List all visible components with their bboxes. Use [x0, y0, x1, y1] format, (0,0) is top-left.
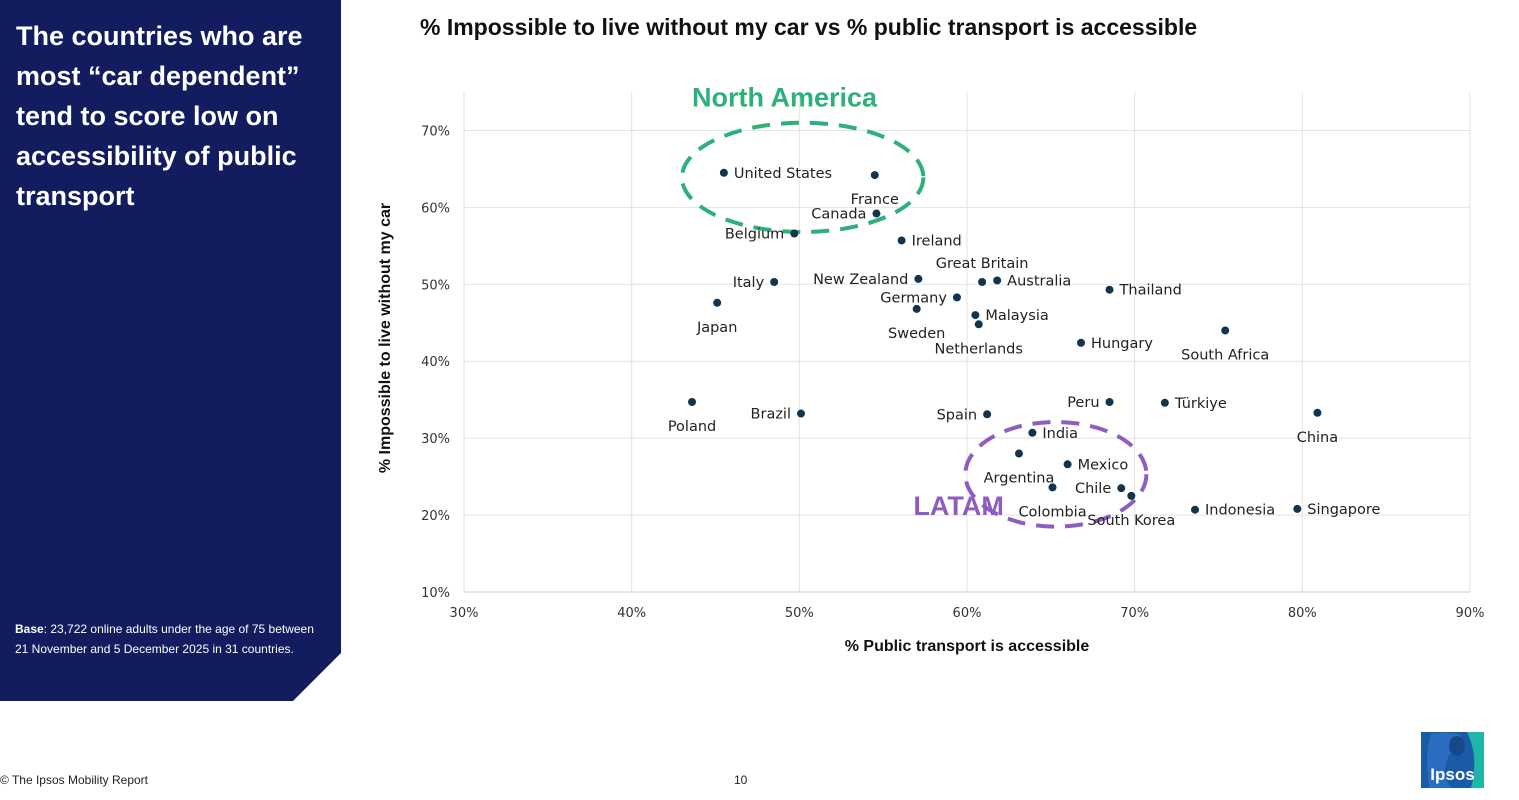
point-label: Colombia	[1018, 504, 1086, 520]
group-ellipse	[679, 120, 926, 234]
logo-text: Ipsos	[1430, 765, 1475, 784]
headline: The countries who are most “car dependen…	[16, 21, 303, 211]
data-point	[872, 209, 881, 218]
page-number: 10	[734, 773, 748, 787]
point-label: Thailand	[1119, 283, 1182, 299]
y-tick-label: 10%	[421, 586, 450, 601]
data-point	[1105, 398, 1114, 406]
data-point	[688, 398, 697, 406]
data-point	[1028, 428, 1037, 437]
base-note: Base: 23,722 online adults under the age…	[15, 619, 315, 659]
data-point	[713, 298, 722, 307]
data-point	[1160, 398, 1169, 407]
data-point	[1063, 460, 1072, 469]
data-point	[978, 278, 987, 286]
data-point	[952, 293, 961, 302]
y-tick-label: 40%	[421, 355, 450, 370]
x-tick-label: 80%	[1288, 606, 1317, 621]
point-label: New Zealand	[813, 272, 908, 288]
x-tick-label: 70%	[1120, 606, 1149, 621]
point-label: Netherlands	[935, 341, 1023, 357]
point-label: Great Britain	[936, 256, 1029, 272]
point-label: India	[1042, 426, 1078, 442]
point-label: Hungary	[1091, 336, 1153, 352]
point-label: Mexico	[1078, 457, 1129, 473]
point-label: Canada	[811, 207, 866, 223]
data-point	[870, 171, 879, 180]
x-tick-label: 90%	[1456, 606, 1485, 621]
x-tick-label: 30%	[450, 606, 479, 621]
data-point	[983, 410, 992, 419]
point-label: Türkiye	[1174, 396, 1227, 412]
point-label: Japan	[696, 320, 737, 336]
data-point	[1313, 408, 1322, 417]
base-label: Base	[15, 622, 44, 636]
logo-mark-icon	[1421, 732, 1484, 788]
point-label: Belgium	[725, 227, 784, 243]
data-point	[1117, 484, 1126, 493]
chart-title: % Impossible to live without my car vs %…	[420, 14, 1198, 40]
data-point	[971, 311, 980, 320]
point-label: United States	[734, 166, 832, 182]
point-label: Ireland	[912, 233, 962, 249]
y-tick-label: 60%	[421, 201, 450, 216]
point-label: China	[1297, 430, 1338, 446]
point-label: Malaysia	[985, 308, 1048, 324]
data-point	[790, 229, 799, 238]
data-point	[897, 236, 906, 245]
point-label: South Africa	[1181, 347, 1269, 363]
side-panel: The countries who are most “car dependen…	[0, 0, 341, 701]
data-point	[1127, 491, 1136, 500]
point-label: Indonesia	[1205, 503, 1275, 519]
data-point	[1105, 285, 1114, 294]
data-point	[719, 168, 728, 177]
group-label: LATAM	[913, 491, 1003, 521]
data-point	[1191, 505, 1200, 514]
group-label: North America	[692, 83, 878, 113]
data-point	[912, 304, 921, 313]
data-point	[993, 276, 1002, 285]
point-label: Peru	[1067, 395, 1099, 411]
y-tick-label: 70%	[421, 124, 450, 139]
data-point	[770, 278, 779, 286]
point-label: Australia	[1007, 273, 1071, 289]
data-point	[797, 409, 806, 418]
data-point	[1221, 326, 1230, 335]
point-label: South Korea	[1087, 513, 1175, 529]
data-point	[1048, 483, 1057, 492]
x-axis-title: % Public transport is accessible	[845, 638, 1090, 655]
x-tick-label: 40%	[617, 606, 646, 621]
point-label: France	[851, 192, 899, 208]
x-tick-label: 60%	[953, 606, 982, 621]
y-axis-title: % Impossible to live without my car	[377, 203, 394, 473]
data-point	[1077, 338, 1086, 347]
point-label: Spain	[937, 407, 978, 423]
data-point	[914, 274, 923, 283]
data-point	[974, 320, 983, 329]
y-tick-label: 30%	[421, 432, 450, 447]
base-text: : 23,722 online adults under the age of …	[15, 622, 314, 656]
x-tick-label: 50%	[785, 606, 814, 621]
point-label: Sweden	[888, 326, 945, 342]
y-tick-label: 50%	[421, 278, 450, 293]
data-point	[1014, 449, 1023, 458]
point-label: Singapore	[1307, 502, 1380, 518]
ipsos-logo: Ipsos	[1421, 732, 1484, 788]
group-ellipse	[963, 420, 1149, 529]
point-label: Poland	[668, 419, 716, 435]
point-label: Argentina	[984, 471, 1055, 487]
y-tick-label: 20%	[421, 509, 450, 524]
data-point	[1293, 504, 1302, 513]
point-label: Brazil	[751, 407, 791, 423]
point-label: Italy	[733, 275, 765, 291]
copyright: © The Ipsos Mobility Report	[0, 773, 149, 787]
point-label: Germany	[880, 290, 947, 306]
point-label: Chile	[1075, 481, 1111, 497]
